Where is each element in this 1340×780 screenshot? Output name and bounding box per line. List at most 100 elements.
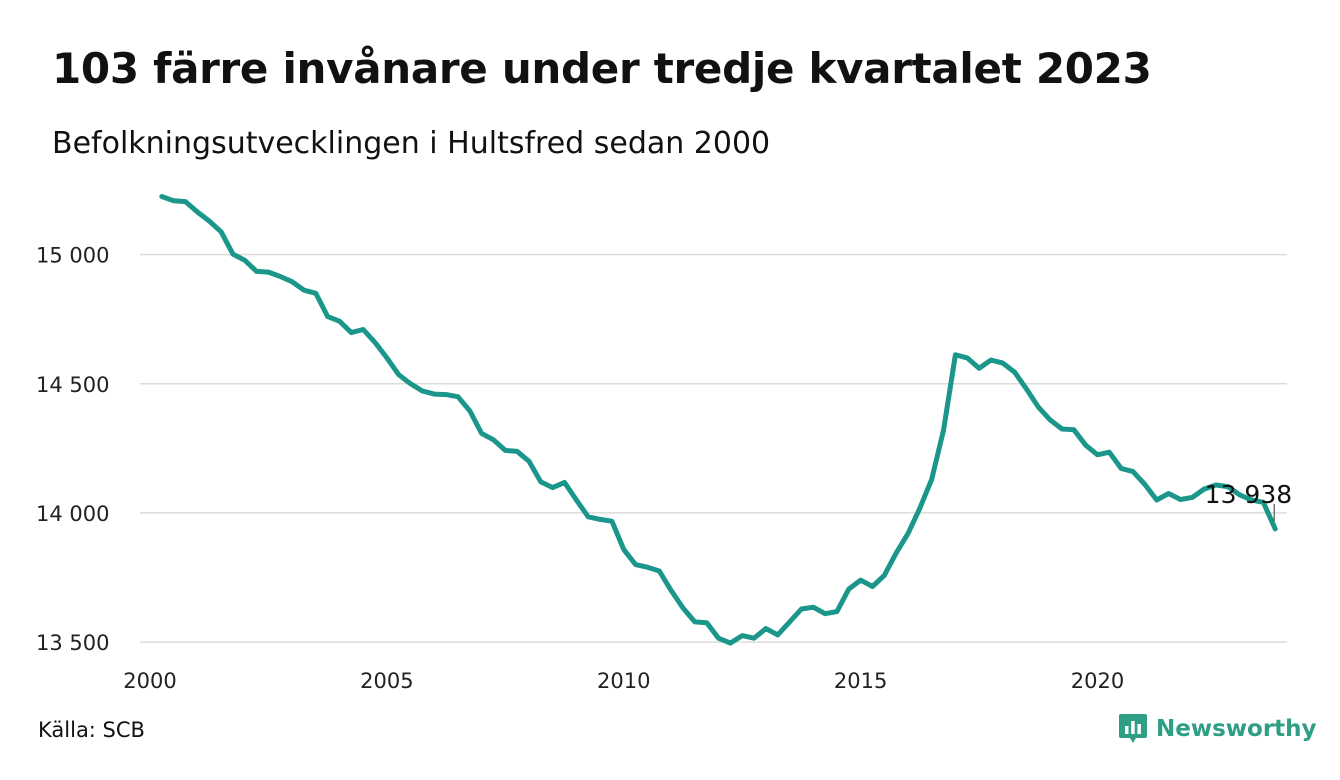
data-point [374, 341, 377, 344]
data-point [978, 367, 981, 370]
data-point [871, 585, 874, 588]
data-point [1274, 527, 1277, 530]
data-point [800, 608, 803, 611]
data-point [717, 637, 720, 640]
data-point [776, 633, 779, 636]
x-tick-label: 2020 [1071, 669, 1124, 693]
data-point [705, 621, 708, 624]
y-tick-label: 14 000 [36, 502, 109, 526]
data-point [255, 270, 258, 273]
data-point [622, 548, 625, 551]
data-point [658, 570, 661, 573]
data-point [1132, 470, 1135, 473]
data-point [646, 566, 649, 569]
x-tick-label: 2015 [834, 669, 887, 693]
data-point [764, 627, 767, 630]
y-tick-label: 15 000 [36, 244, 109, 268]
data-point [610, 520, 613, 523]
data-point [433, 393, 436, 396]
annotation-label: 13 938 [1205, 480, 1292, 509]
data-point [587, 515, 590, 518]
data-point [539, 480, 542, 483]
data-point [504, 449, 507, 452]
x-tick-label: 2010 [597, 669, 650, 693]
data-point [338, 320, 341, 323]
data-point [1108, 451, 1111, 454]
data-point [741, 634, 744, 637]
data-point [1001, 362, 1004, 365]
data-point [1013, 371, 1016, 374]
x-tick-label: 2000 [123, 669, 176, 693]
data-point [528, 460, 531, 463]
data-point [456, 395, 459, 398]
data-point [302, 289, 305, 292]
data-point [326, 315, 329, 318]
data-point [160, 195, 163, 198]
data-point [835, 610, 838, 613]
data-point [1155, 499, 1158, 502]
data-point [859, 579, 862, 582]
data-point [1191, 496, 1194, 499]
brand-name: Newsworthy [1156, 716, 1317, 742]
data-point [480, 432, 483, 435]
data-point [930, 478, 933, 481]
data-point [492, 438, 495, 441]
data-point [575, 499, 578, 502]
chart-title: 103 färre invånare under tredje kvartale… [52, 44, 1152, 93]
data-point [1060, 427, 1063, 430]
data-point [753, 637, 756, 640]
data-point [196, 210, 199, 213]
data-point [397, 373, 400, 376]
data-point [918, 507, 921, 510]
data-point [954, 353, 957, 356]
data-point [314, 292, 317, 295]
data-point [1037, 406, 1040, 409]
data-point [1167, 492, 1170, 495]
data-point [883, 574, 886, 577]
data-point [409, 382, 412, 385]
data-point [516, 450, 519, 453]
data-point [847, 588, 850, 591]
newsworthy-logo-icon [1119, 714, 1147, 743]
data-point [1025, 387, 1028, 390]
data-point [788, 620, 791, 623]
brand-logo: Newsworthy [1118, 712, 1317, 746]
data-point [208, 220, 211, 223]
data-point [1084, 444, 1087, 447]
data-point [279, 275, 282, 278]
data-point [1096, 453, 1099, 456]
data-point [184, 200, 187, 203]
source-note: Källa: SCB [38, 718, 145, 742]
series-line [159, 194, 1278, 646]
data-point [220, 230, 223, 233]
data-point [693, 620, 696, 623]
data-point [563, 481, 566, 484]
data-point [362, 328, 365, 331]
y-tick-label: 13 500 [36, 631, 109, 655]
data-point [445, 393, 448, 396]
data-point [812, 606, 815, 609]
data-point [1072, 428, 1075, 431]
data-point [599, 518, 602, 521]
data-point [1120, 467, 1123, 470]
data-point [267, 271, 270, 274]
data-point [350, 331, 353, 334]
data-point [729, 642, 732, 645]
data-point [670, 589, 673, 592]
data-point [824, 612, 827, 615]
data-point [1179, 498, 1182, 501]
data-point [966, 356, 969, 359]
data-point [421, 389, 424, 392]
chart-subtitle: Befolkningsutvecklingen i Hultsfred seda… [52, 126, 771, 161]
data-point [634, 563, 637, 566]
data-point [243, 259, 246, 262]
data-point [551, 486, 554, 489]
data-point [468, 409, 471, 412]
data-point [895, 551, 898, 554]
data-point [1143, 483, 1146, 486]
data-point [1049, 418, 1052, 421]
data-point [172, 199, 175, 202]
data-point [907, 532, 910, 535]
data-point [681, 606, 684, 609]
